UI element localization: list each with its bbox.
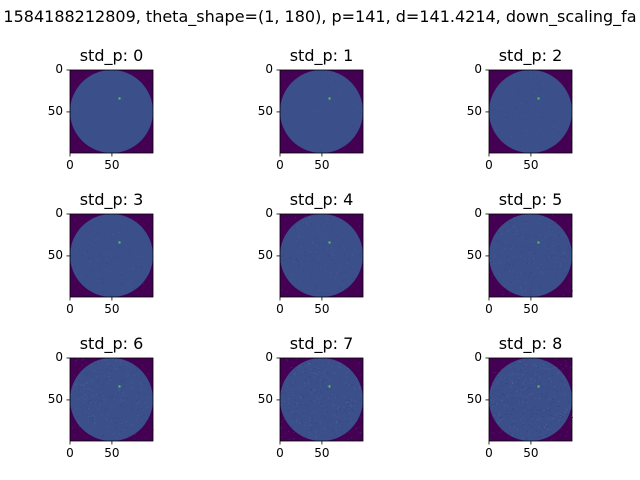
xtick-label: 50 [104,158,120,172]
axes-frame [279,357,364,442]
xtick-label: 50 [314,446,330,460]
ytick-label: 50 [47,247,63,262]
background-noise [490,214,573,296]
axes-frame [488,357,573,442]
xtick-label: 0 [485,446,493,460]
subplot-title: std_p: 0 [79,46,144,65]
disk-noise [75,81,145,149]
subplot-title: std_p: 5 [498,190,563,209]
subplot-5 [485,213,573,301]
marker-point [328,241,331,244]
ytick-label: 0 [265,350,273,364]
image-disk [280,214,363,297]
ytick-label: 50 [466,247,482,262]
xtick-label: 0 [276,446,284,460]
image-disk [489,358,572,441]
ytick-label: 0 [474,350,482,364]
ytick-label: 50 [257,391,273,406]
marker-point [537,97,540,100]
xtick-label: 0 [485,158,493,172]
subplot-title: std_p: 8 [498,334,563,353]
subplot-title: std_p: 1 [289,46,354,65]
subplot-title: std_p: 7 [289,334,354,353]
axes-frame [488,69,573,154]
axes-frame [69,69,154,154]
axes-frame [488,213,573,298]
ytick-label: 50 [466,391,482,406]
disk-noise [70,358,153,441]
xtick-label: 0 [276,302,284,316]
subplot-7 [276,357,364,445]
xtick-label: 0 [485,302,493,316]
subplot-title: std_p: 3 [79,190,144,209]
ytick-label: 50 [47,391,63,406]
image-disk [280,70,363,153]
subplot-8 [485,357,573,445]
image-disk [489,214,572,297]
figure-suptitle: 1584188212809, theta_shape=(1, 180), p=1… [3,7,637,26]
xtick-label: 0 [66,446,74,460]
ytick-label: 0 [265,206,273,220]
ytick-label: 50 [466,103,482,118]
marker-point [118,97,121,100]
marker-point [328,385,331,388]
ytick-label: 50 [257,103,273,118]
image-disk [489,70,572,153]
subplot-2 [485,69,573,157]
xtick-label: 50 [523,158,539,172]
xtick-label: 50 [104,446,120,460]
xtick-label: 50 [314,302,330,316]
axes-frame [279,213,364,298]
ytick-label: 50 [47,103,63,118]
marker-point [537,241,540,244]
image-disk [70,70,153,153]
subplot-0 [66,69,154,157]
axes-frame [279,69,364,154]
xtick-label: 50 [523,302,539,316]
marker-point [118,385,121,388]
subplot-title: std_p: 2 [498,46,563,65]
ytick-label: 0 [265,62,273,76]
ytick-label: 0 [55,206,63,220]
ytick-label: 0 [55,62,63,76]
subplot-4 [276,213,364,301]
subplot-title: std_p: 6 [79,334,144,353]
xtick-label: 50 [104,302,120,316]
axes-frame [69,357,154,442]
xtick-label: 0 [66,302,74,316]
subplot-6 [66,357,154,445]
subplot-3 [66,213,154,301]
subplot-title: std_p: 4 [289,190,354,209]
background-noise [489,358,573,441]
ytick-label: 0 [55,350,63,364]
subplot-1 [276,69,364,157]
image-disk [70,358,153,441]
image-disk [280,358,363,441]
marker-point [328,97,331,100]
xtick-label: 50 [523,446,539,460]
ytick-label: 0 [474,62,482,76]
marker-point [118,241,121,244]
axes-frame [69,213,154,298]
xtick-label: 0 [276,158,284,172]
marker-point [537,385,540,388]
xtick-label: 0 [66,158,74,172]
xtick-label: 50 [314,158,330,172]
ytick-label: 50 [257,247,273,262]
image-disk [70,214,153,297]
ytick-label: 0 [474,206,482,220]
